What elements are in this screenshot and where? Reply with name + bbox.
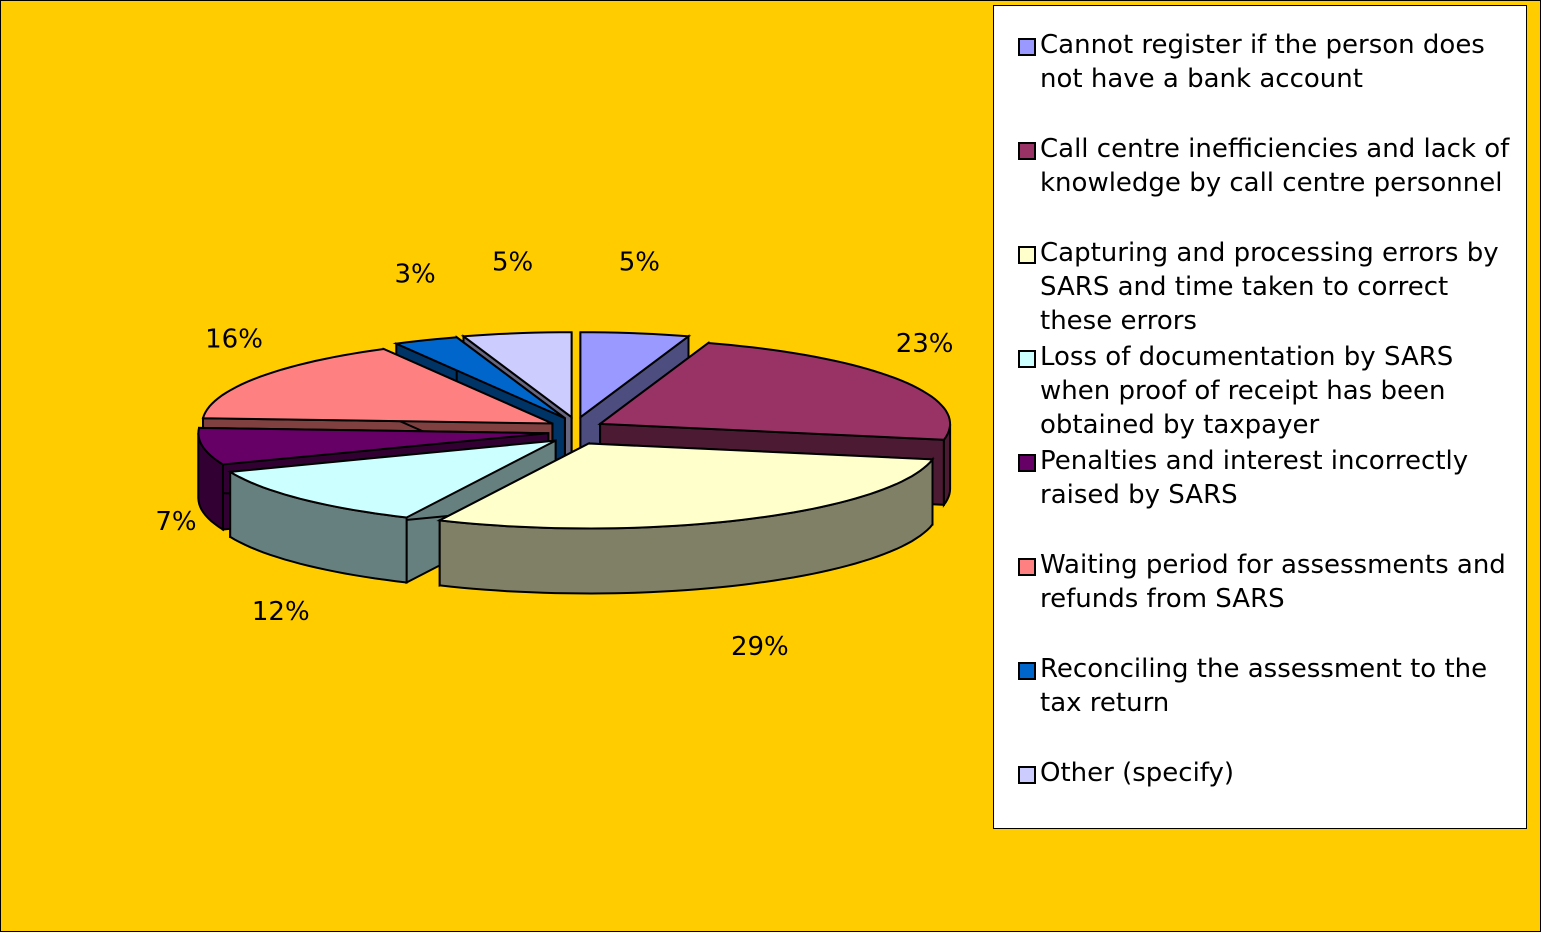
legend-entry: Loss of documentation by SARS when proof… (1006, 340, 1521, 442)
legend-entry: Reconciling the assessment to the tax re… (1006, 652, 1521, 720)
slice-top (197, 426, 549, 466)
slice-top (579, 331, 692, 420)
legend-label: Penalties and interest incorrectly raise… (1040, 446, 1469, 510)
legend-swatch (1018, 662, 1036, 680)
data-label: 7% (155, 507, 196, 537)
legend-label: Reconciling the assessment to the tax re… (1040, 654, 1488, 718)
data-label: 29% (731, 632, 789, 662)
legend-label: Loss of documentation by SARS when proof… (1040, 342, 1454, 440)
slice-top (227, 439, 557, 519)
slice-top (201, 347, 553, 425)
legend-entry: Waiting period for assessments and refun… (1006, 548, 1521, 616)
legend-entry: Call centre inefficiencies and lack of k… (1006, 132, 1521, 200)
legend-entry: Cannot register if the person does not h… (1006, 28, 1521, 96)
data-label: 5% (619, 248, 660, 278)
legend-swatch (1018, 142, 1036, 160)
data-label: 23% (896, 329, 954, 359)
pie-slice (436, 441, 935, 595)
legend-entry: Other (specify) (1006, 756, 1521, 790)
legend-swatch (1018, 350, 1036, 368)
legend-swatch (1018, 246, 1036, 264)
slice-top (597, 341, 952, 441)
legend-label: Waiting period for assessments and refun… (1040, 550, 1506, 614)
slice-top (460, 331, 573, 420)
legend-label: Other (specify) (1040, 758, 1235, 788)
legend-swatch (1018, 766, 1036, 784)
legend-swatch (1018, 38, 1036, 56)
data-label: 3% (395, 259, 436, 289)
data-label: 16% (205, 324, 263, 354)
legend-entry: Capturing and processing errors by SARS … (1006, 236, 1521, 338)
legend: Cannot register if the person does not h… (993, 5, 1527, 829)
legend-swatch (1018, 454, 1036, 472)
legend-swatch (1018, 558, 1036, 576)
legend-label: Capturing and processing errors by SARS … (1040, 238, 1499, 336)
legend-label: Call centre inefficiencies and lack of k… (1040, 134, 1510, 198)
slice-top (392, 336, 566, 420)
slice-top (436, 442, 935, 530)
data-label: 5% (492, 248, 533, 278)
data-label: 12% (252, 597, 310, 627)
legend-entry: Penalties and interest incorrectly raise… (1006, 444, 1521, 512)
legend-label: Cannot register if the person does not h… (1040, 30, 1485, 94)
